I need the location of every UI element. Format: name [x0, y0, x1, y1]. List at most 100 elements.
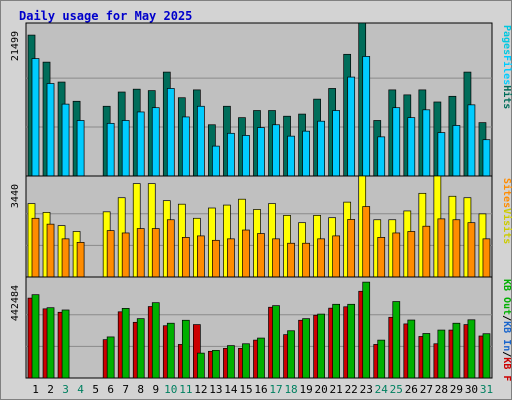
bar-sites-day-12 — [197, 235, 205, 278]
bar-sites-day-20 — [317, 238, 325, 278]
bar-kb-in-day-10 — [166, 322, 175, 379]
x-tick-label: 7 — [122, 383, 129, 396]
legend-entry: / — [501, 351, 512, 357]
bar-sites-day-25 — [392, 232, 401, 278]
bar-sites-day-6 — [106, 230, 115, 278]
bar-sites-day-14 — [227, 238, 235, 278]
bar-kb-in-day-17 — [272, 305, 280, 379]
bar-files-day-10 — [166, 88, 175, 177]
x-tick-label: 2 — [47, 383, 54, 396]
bar-files-day-22 — [347, 76, 356, 177]
panel-middle: 3440 SitesVisits — [10, 175, 512, 278]
legend-entry: Hits — [501, 85, 512, 109]
bar-sites-day-13 — [212, 239, 220, 278]
bar-files-day-13 — [212, 145, 220, 177]
bar-sites-day-23 — [362, 206, 371, 278]
legend-entry: Pages — [501, 25, 512, 55]
bar-kb-in-day-30 — [467, 319, 476, 379]
legend-entry: Sites — [501, 178, 512, 208]
bar-kb-in-day-1 — [31, 294, 40, 379]
x-tick-label: 14 — [224, 383, 238, 396]
bar-sites-day-27 — [422, 225, 431, 278]
x-tick-label: 15 — [239, 383, 252, 396]
bar-kb-in-day-26 — [407, 319, 416, 379]
bar-kb-in-day-29 — [452, 322, 461, 379]
bar-sites-day-10 — [166, 219, 175, 278]
bar-kb-in-day-21 — [332, 303, 340, 379]
chart-panels: 21499 PagesFilesHits 3440 SitesVisits 442484… — [10, 22, 512, 381]
bar-sites-day-28 — [437, 218, 446, 278]
bar-kb-in-day-8 — [136, 318, 145, 379]
bar-sites-day-19 — [302, 242, 310, 278]
bar-files-day-28 — [437, 132, 446, 177]
bar-files-day-21 — [332, 110, 340, 177]
bar-files-day-18 — [287, 135, 295, 177]
axis-max-label: 3440 — [10, 184, 21, 208]
bar-files-day-20 — [317, 120, 325, 177]
bar-files-day-23 — [362, 56, 371, 177]
bar-sites-day-16 — [257, 233, 265, 278]
panel-legend: SitesVisits — [501, 178, 512, 244]
x-tick-label: 28 — [435, 383, 448, 396]
bar-sites-day-2 — [46, 223, 55, 278]
x-tick-label: 21 — [330, 383, 343, 396]
x-tick-label: 8 — [137, 383, 144, 396]
bar-files-day-4 — [76, 120, 85, 177]
bar-kb-in-day-11 — [181, 319, 190, 379]
bar-files-day-19 — [302, 130, 310, 177]
x-tick-label: 12 — [194, 383, 207, 396]
x-tick-label: 31 — [480, 383, 493, 396]
x-tick-label: 3 — [62, 383, 69, 396]
bar-sites-day-22 — [347, 219, 356, 278]
legend-entry: KB F — [501, 357, 512, 381]
x-tick-label: 26 — [405, 383, 418, 396]
x-tick-label: 4 — [77, 383, 84, 396]
bar-sites-day-1 — [31, 217, 40, 278]
bar-kb-in-day-25 — [392, 301, 401, 379]
x-tick-label: 23 — [360, 383, 373, 396]
legend-entry: Files — [501, 55, 512, 85]
x-tick-label: 22 — [345, 383, 358, 396]
x-tick-label: 30 — [465, 383, 478, 396]
bar-files-day-9 — [151, 107, 160, 177]
bar-kb-in-day-23 — [362, 281, 371, 379]
bar-sites-day-7 — [121, 232, 130, 278]
bar-files-day-26 — [407, 117, 416, 177]
bar-files-day-3 — [61, 103, 70, 177]
x-tick-label: 16 — [254, 383, 267, 396]
x-axis-labels: 1 2 3 4 5 6 7 8 9 10 11 12 13 14 15 16 17 18 19 20 21 22 23 24 2… — [32, 383, 493, 396]
x-tick-label: 24 — [375, 383, 389, 396]
bar-sites-day-17 — [272, 238, 280, 278]
bar-sites-day-9 — [151, 228, 160, 278]
bar-files-day-30 — [467, 104, 476, 177]
legend-entry: Visits — [501, 208, 512, 244]
bar-files-day-11 — [181, 116, 190, 177]
bar-kb-in-day-19 — [302, 318, 310, 379]
x-tick-label: 29 — [450, 383, 463, 396]
bar-files-day-17 — [272, 124, 280, 177]
x-tick-label: 17 — [269, 383, 282, 396]
bar-kb-in-day-18 — [287, 330, 295, 379]
bar-kb-in-day-28 — [437, 329, 446, 379]
bar-kb-in-day-14 — [227, 345, 235, 379]
bar-sites-day-31 — [482, 238, 491, 278]
bar-files-day-12 — [197, 105, 205, 177]
bar-sites-day-18 — [287, 242, 295, 278]
bar-kb-in-day-2 — [46, 307, 55, 379]
axis-max-label: 21499 — [10, 31, 21, 61]
bar-sites-day-30 — [467, 222, 476, 278]
bar-files-day-31 — [482, 139, 491, 177]
bar-kb-in-day-6 — [106, 336, 115, 379]
bar-files-day-8 — [136, 111, 145, 177]
x-tick-label: 5 — [92, 383, 99, 396]
bar-kb-out-day-12 — [193, 324, 201, 379]
x-tick-label: 6 — [107, 383, 114, 396]
bar-sites-day-8 — [136, 228, 145, 278]
legend-entry: KB In — [501, 321, 512, 351]
axis-max-label: 442484 — [10, 285, 21, 321]
bar-sites-day-15 — [242, 229, 250, 278]
panel-top: 21499 PagesFilesHits — [10, 22, 512, 177]
bar-sites-day-24 — [377, 237, 386, 278]
chart-title: Daily usage for May 2025 — [19, 9, 192, 23]
bar-files-day-6 — [106, 122, 115, 177]
